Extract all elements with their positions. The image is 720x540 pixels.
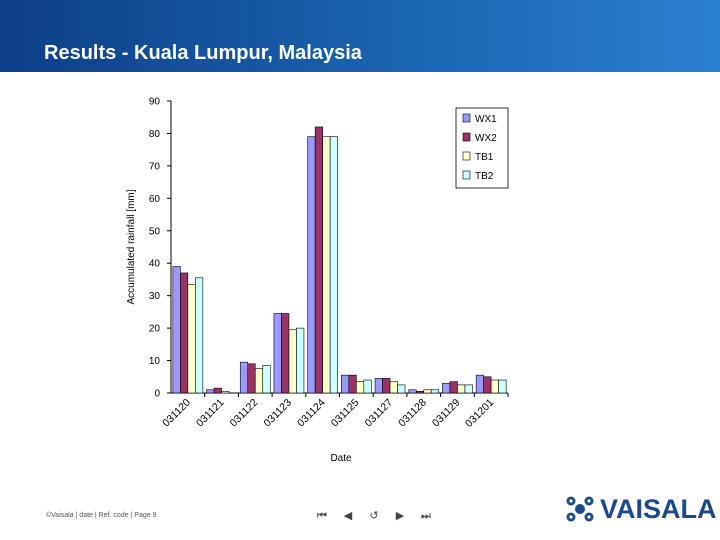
bar [382, 378, 391, 394]
bar [314, 126, 323, 394]
bar [483, 376, 492, 394]
bar [430, 389, 440, 394]
next-slide-icon[interactable]: ▶ [395, 509, 405, 522]
bar [408, 389, 417, 394]
legend-label: WX2 [475, 133, 497, 144]
bar [322, 136, 331, 394]
bar [341, 374, 350, 394]
bar [457, 384, 466, 394]
bar [221, 391, 230, 394]
legend-swatch [462, 132, 471, 142]
bar [389, 381, 398, 394]
last-slide-icon[interactable]: ⏭ [421, 509, 431, 522]
x-axis-label: Date [330, 453, 352, 464]
bar [307, 136, 316, 394]
y-axis-label: Accumulated rainfall [mm] [126, 189, 137, 304]
previous-slide-icon[interactable]: ◀ [343, 509, 353, 522]
x-tick-label: 031127 [362, 397, 395, 430]
bar [329, 136, 338, 394]
bar [348, 374, 357, 394]
y-tick-label: 0 [154, 389, 160, 400]
bar [490, 379, 499, 394]
y-tick-label: 40 [149, 259, 161, 270]
x-tick-label: 031121 [194, 397, 227, 430]
bar [449, 381, 458, 394]
bar [397, 384, 406, 394]
bar [281, 313, 290, 394]
bar [273, 313, 282, 394]
y-tick-label: 30 [149, 291, 161, 302]
y-tick-label: 60 [149, 194, 161, 205]
slide-navigation: ⏮ ◀ ↺ ▶ ⏭ [314, 509, 434, 523]
x-tick-label: 031125 [329, 397, 362, 430]
bar [356, 381, 365, 394]
legend-label: TB2 [475, 171, 494, 182]
title-banner: Results - Kuala Lumpur, Malaysia [0, 0, 720, 72]
bar [195, 277, 204, 394]
x-tick-label: 031124 [295, 397, 328, 430]
bar [442, 382, 451, 394]
bar [464, 384, 473, 394]
vaisala-logo-mark-icon [566, 496, 594, 522]
bar [239, 361, 249, 394]
bar [423, 389, 432, 394]
bar [296, 327, 305, 394]
y-tick-label: 10 [149, 356, 161, 367]
first-slide-icon[interactable]: ⏮ [317, 509, 327, 522]
page-title: Results - Kuala Lumpur, Malaysia [44, 42, 362, 64]
y-tick-label: 50 [149, 226, 161, 237]
bar [262, 365, 271, 394]
y-tick-label: 90 [149, 97, 161, 108]
bar [206, 389, 215, 394]
vaisala-logo: VAISALA [564, 494, 717, 524]
y-tick-label: 80 [149, 129, 161, 140]
legend-swatch [462, 151, 471, 161]
y-tick-label: 20 [149, 324, 161, 335]
bar [247, 363, 256, 394]
bar [415, 391, 425, 394]
x-tick-label: 031122 [228, 397, 261, 430]
bar [213, 387, 222, 394]
legend-swatch [462, 113, 471, 123]
bar [180, 272, 189, 394]
x-tick-label: 031129 [430, 397, 463, 430]
bar [498, 379, 507, 394]
return-icon[interactable]: ↺ [369, 509, 379, 522]
x-tick-label: 031120 [160, 397, 193, 430]
bar [187, 284, 196, 394]
bar [172, 266, 181, 394]
bar [363, 379, 372, 394]
x-tick-label: 031128 [396, 397, 429, 430]
bar [475, 374, 484, 394]
legend-label: WX1 [475, 114, 497, 125]
logo-wordmark: VAISALA [600, 494, 717, 524]
bar [288, 329, 297, 394]
legend-label: TB1 [475, 152, 494, 163]
bar [374, 378, 383, 394]
bar [254, 368, 264, 394]
y-tick-label: 70 [149, 161, 161, 172]
x-tick-label: 031123 [261, 397, 294, 430]
legend-swatch [462, 170, 471, 180]
footer-text: ©Vaisala | date | Ref. code | Page 9 [46, 512, 157, 519]
x-tick-label: 031201 [463, 397, 496, 430]
